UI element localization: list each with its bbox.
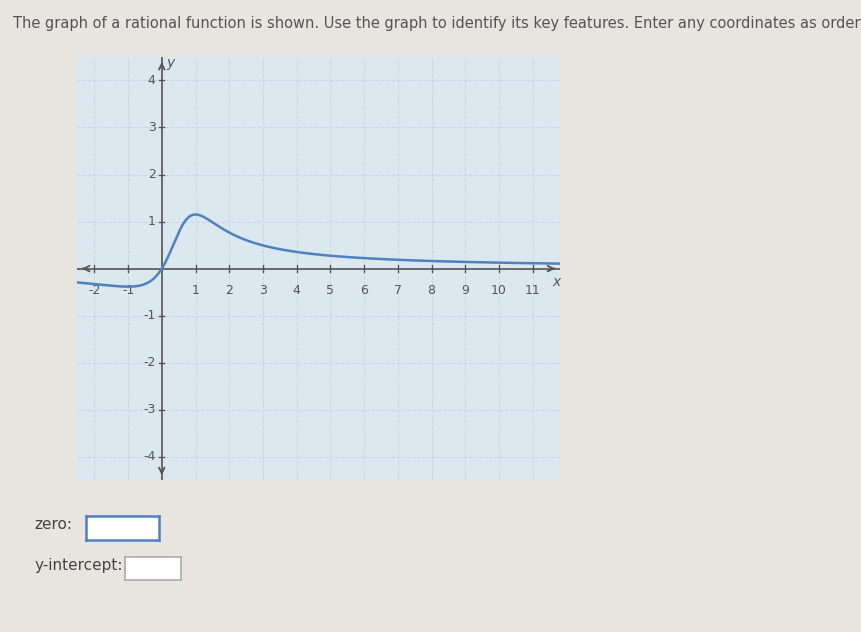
Text: y: y bbox=[166, 56, 174, 70]
Text: 6: 6 bbox=[360, 284, 368, 296]
Text: 5: 5 bbox=[326, 284, 334, 296]
Text: -2: -2 bbox=[88, 284, 101, 296]
Text: -2: -2 bbox=[143, 356, 156, 369]
Text: 1: 1 bbox=[191, 284, 200, 296]
Text: 10: 10 bbox=[491, 284, 507, 296]
Text: 4: 4 bbox=[148, 74, 156, 87]
Text: 1: 1 bbox=[148, 215, 156, 228]
Text: 9: 9 bbox=[461, 284, 469, 296]
Text: -4: -4 bbox=[143, 450, 156, 463]
Text: 2: 2 bbox=[226, 284, 233, 296]
Text: 11: 11 bbox=[525, 284, 541, 296]
Text: 3: 3 bbox=[148, 121, 156, 134]
Text: 2: 2 bbox=[148, 168, 156, 181]
Text: x: x bbox=[552, 275, 561, 289]
Text: -1: -1 bbox=[122, 284, 134, 296]
Text: The graph of a rational function is shown. Use the graph to identify its key fea: The graph of a rational function is show… bbox=[13, 16, 861, 31]
Text: -1: -1 bbox=[143, 309, 156, 322]
Text: -3: -3 bbox=[143, 403, 156, 416]
Text: 7: 7 bbox=[393, 284, 402, 296]
Text: 8: 8 bbox=[428, 284, 436, 296]
Text: y-intercept:: y-intercept: bbox=[34, 558, 123, 573]
Text: 3: 3 bbox=[259, 284, 267, 296]
Text: zero:: zero: bbox=[34, 517, 72, 532]
Text: 4: 4 bbox=[293, 284, 300, 296]
